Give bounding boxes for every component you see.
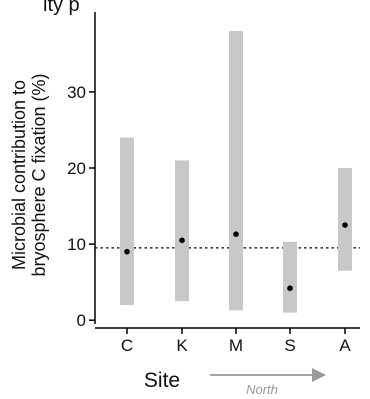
x-axis-label: Site <box>144 369 180 392</box>
y-tick-label: 10 <box>67 235 86 254</box>
range-bar-k <box>175 160 189 302</box>
x-tick-label-s: S <box>284 336 295 355</box>
y-axis: 0 10 20 30 <box>67 12 96 330</box>
x-tick-label-a: A <box>339 336 351 355</box>
data-point-m <box>233 231 239 238</box>
y-tick-label: 30 <box>67 83 86 102</box>
range-bar-a <box>338 168 352 271</box>
y-tick-label: 0 <box>77 311 86 330</box>
direction-label: North <box>246 382 278 397</box>
x-tick-label-m: M <box>229 336 243 355</box>
y-axis-label-line-1: Microbial contribution to <box>9 80 29 270</box>
range-bars <box>120 31 352 313</box>
y-axis-label-line-2: bryosphere C fixation (%) <box>29 73 49 276</box>
data-point-s <box>287 285 293 292</box>
range-bar-m <box>229 31 243 311</box>
direction-indicator: North <box>210 368 326 397</box>
range-bar-s <box>283 241 297 313</box>
data-points <box>124 222 348 292</box>
y-axis-label: Microbial contribution to bryosphere C f… <box>9 73 49 276</box>
x-tick-label-k: K <box>176 336 188 355</box>
chart-title-fragment: ity p <box>43 0 80 16</box>
data-point-a <box>342 222 348 228</box>
x-tick-label-c: C <box>121 336 133 355</box>
data-point-c <box>124 248 130 255</box>
range-bar-c <box>120 137 134 305</box>
data-point-k <box>179 237 185 244</box>
direction-arrowhead-icon <box>312 368 326 382</box>
y-tick-label: 20 <box>67 159 86 178</box>
